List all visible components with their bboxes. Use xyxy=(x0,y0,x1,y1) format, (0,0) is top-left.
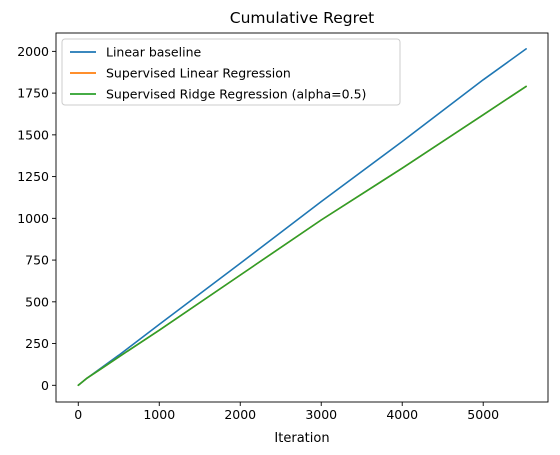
y-tick-label: 750 xyxy=(25,253,49,268)
y-tick-label: 1500 xyxy=(17,127,49,142)
x-tick-label: 1000 xyxy=(143,407,175,422)
y-tick-label: 500 xyxy=(25,294,49,309)
series-line-2 xyxy=(77,85,527,387)
y-tick-label: 1000 xyxy=(17,211,49,226)
legend-label-2: Supervised Ridge Regression (alpha=0.5) xyxy=(106,87,366,102)
y-tick-label: 1250 xyxy=(17,169,49,184)
y-tick-label: 2000 xyxy=(17,44,49,59)
x-tick-label: 3000 xyxy=(305,407,337,422)
legend-label-1: Supervised Linear Regression xyxy=(106,66,291,81)
x-tick-label: 5000 xyxy=(467,407,499,422)
chart-title: Cumulative Regret xyxy=(230,9,375,27)
x-tick-label: 2000 xyxy=(224,407,256,422)
plot-frame xyxy=(55,32,549,403)
x-tick-label: 4000 xyxy=(386,407,418,422)
y-tick-label: 0 xyxy=(41,378,49,393)
x-axis-title: Iteration xyxy=(274,431,329,446)
y-tick-label: 250 xyxy=(25,336,49,351)
plot-area: 0 1000 2000 3000 4000 5000 0 250 500 750 1000 1250 1… xyxy=(17,32,549,422)
legend-label-0: Linear baseline xyxy=(106,45,201,60)
x-tick-label: 0 xyxy=(74,407,82,422)
legend-box xyxy=(61,38,401,106)
y-tick-label: 1750 xyxy=(17,86,49,101)
